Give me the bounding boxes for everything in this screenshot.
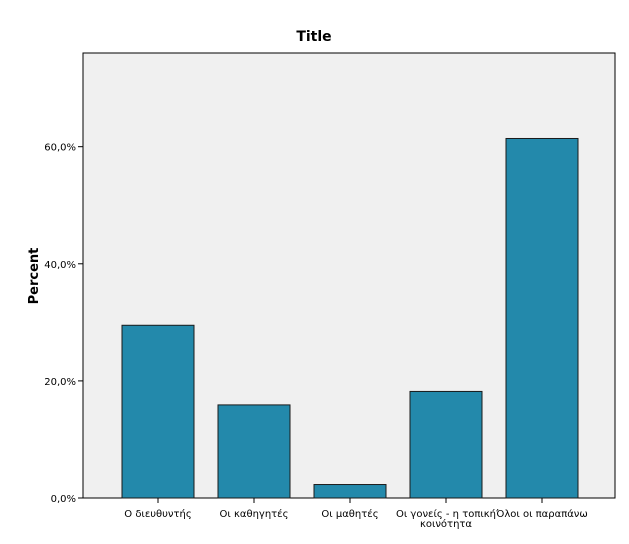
y-tick-label: 0,0%	[51, 494, 76, 505]
x-tick-label: Οι μαθητές	[321, 508, 378, 520]
y-axis: 0,0% 20,0% 40,0% 60,0%	[44, 143, 83, 505]
y-tick-label: 60,0%	[44, 143, 76, 154]
x-tick-label: Ο διευθυντής	[124, 508, 191, 520]
chart-title: Title	[296, 29, 331, 45]
y-tick-label: 20,0%	[44, 377, 76, 388]
bar	[217, 404, 291, 499]
bar	[121, 324, 195, 499]
x-tick-label: Όλοι οι παραπάνω	[495, 508, 588, 520]
x-axis: Ο διευθυντής Οι καθηγητές Οι μαθητές Οι γον…	[124, 498, 588, 530]
x-tick-label: Οι καθηγητές	[220, 508, 289, 520]
bar	[505, 137, 579, 499]
bar	[313, 484, 387, 499]
bar	[409, 390, 483, 499]
bars-layer	[121, 137, 579, 499]
y-axis-title: Percent	[27, 248, 42, 305]
y-tick-label: 40,0%	[44, 260, 76, 271]
x-tick-label: κοινότητα	[420, 518, 472, 530]
x-tick-label: Οι γονείς - η τοπική	[396, 508, 496, 520]
